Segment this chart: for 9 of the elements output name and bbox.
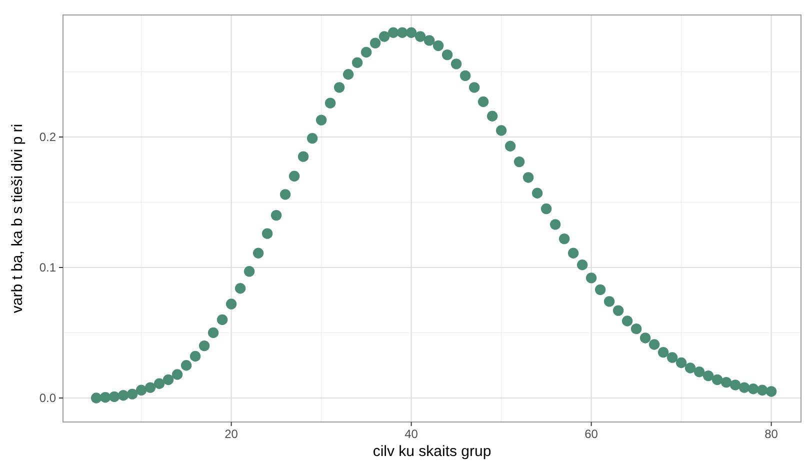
x-tick-label: 40 bbox=[404, 427, 418, 441]
x-tick-label: 80 bbox=[764, 427, 778, 441]
y-tick-label: 0.2 bbox=[39, 130, 56, 144]
y-tick-label: 0.0 bbox=[39, 390, 56, 405]
x-tick-label: 60 bbox=[584, 427, 598, 441]
y-tick-label: 0.1 bbox=[39, 260, 56, 274]
y-axis-title: varb t ba, ka b s tieši divi p ri bbox=[9, 124, 26, 314]
x-axis-title: cilv ku skaits grup bbox=[372, 443, 492, 460]
x-tick-label: 20 bbox=[224, 427, 238, 441]
